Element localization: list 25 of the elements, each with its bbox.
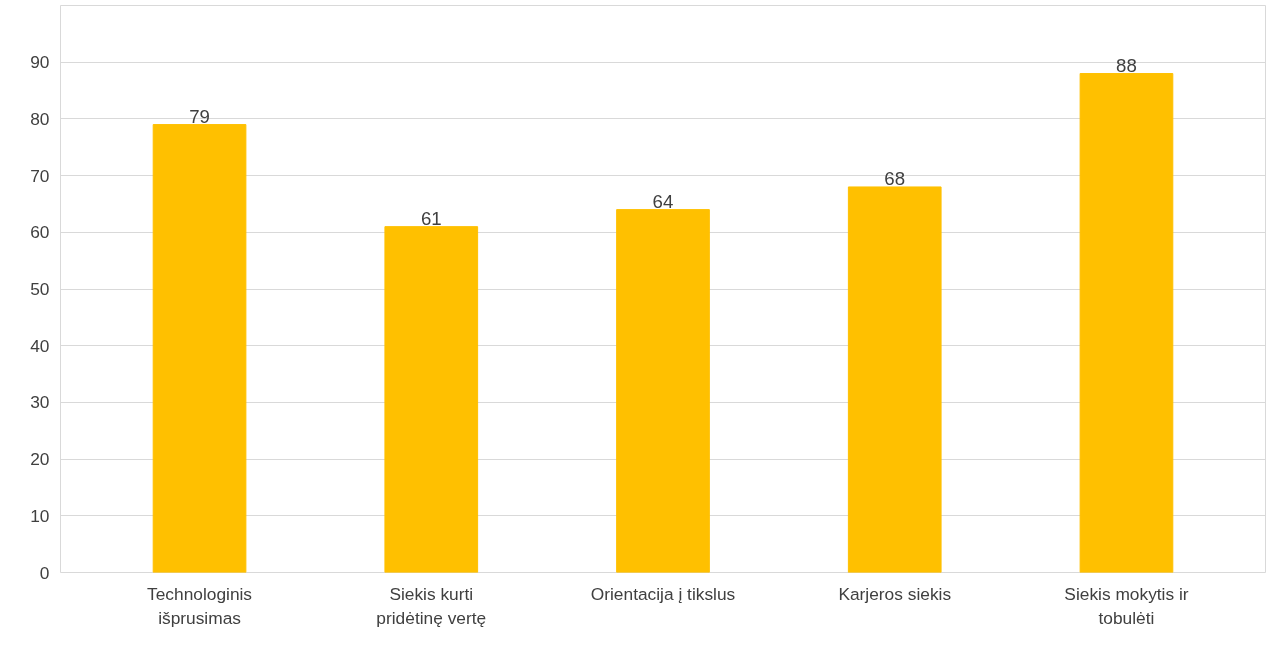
bar — [847, 186, 942, 573]
y-tick-label: 90 — [30, 52, 50, 73]
y-tick-label: 60 — [30, 222, 50, 243]
y-tick-label: 70 — [30, 165, 50, 186]
x-tick-label: Siekis kurti pridėtinę vertę — [376, 583, 487, 628]
x-tick-label: Technologinis išprusimas — [147, 583, 253, 628]
y-tick-label: 20 — [30, 449, 50, 470]
y-tick-label: 30 — [30, 392, 50, 413]
x-tick-label: Karjeros siekis — [838, 583, 952, 604]
data-label: 79 — [189, 105, 210, 127]
y-tick-label: 40 — [30, 335, 50, 356]
data-label: 68 — [884, 167, 906, 189]
bar — [152, 124, 247, 573]
bar — [384, 226, 479, 573]
x-tick-label: Orientacija į tikslus — [590, 583, 736, 604]
data-label: 64 — [652, 190, 674, 212]
bar — [1079, 73, 1174, 573]
y-tick-label: 50 — [30, 279, 50, 299]
y-tick-label: 0 — [39, 562, 50, 583]
bar — [616, 209, 710, 573]
data-label: 61 — [420, 207, 442, 229]
data-label: 88 — [1116, 54, 1137, 76]
y-tick-label: 10 — [30, 505, 50, 526]
y-tick-label: 80 — [30, 108, 50, 129]
x-tick-label: Siekis mokytis ir tobulėti — [1064, 583, 1189, 628]
